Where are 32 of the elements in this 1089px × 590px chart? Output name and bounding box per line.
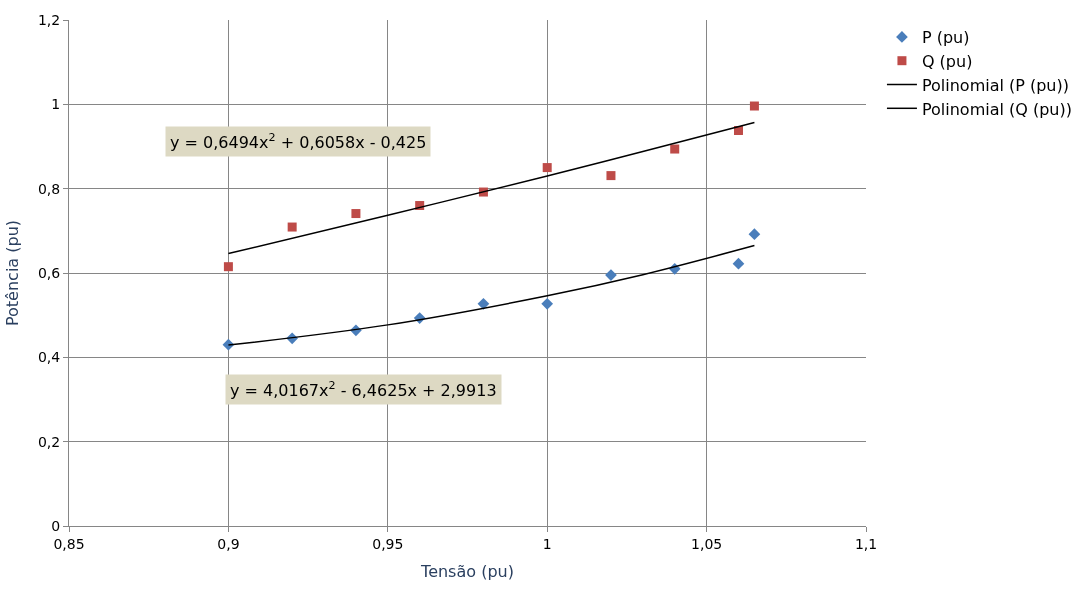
point	[351, 209, 361, 219]
point	[606, 171, 616, 181]
x-tick-label: 0,95	[372, 535, 404, 552]
legend-label: P (pu)	[921, 28, 970, 48]
y-tick-label: 1,2	[37, 11, 61, 28]
point	[223, 262, 233, 272]
point	[541, 297, 554, 310]
x-tick-label: 0,9	[217, 535, 240, 552]
x-axis-title: Tensão (pu)	[420, 562, 514, 582]
x-tick-label: 1	[542, 535, 552, 552]
point	[477, 297, 490, 310]
y-tick-label: 1	[51, 96, 61, 113]
point	[749, 101, 759, 111]
annotation: y = 4,0167x$^{2}$ - 6,4625x + 2,9913	[230, 379, 497, 400]
legend-label: Polinomial (P (pu))	[921, 75, 1069, 95]
point	[542, 163, 552, 173]
x-tick-label: 1,1	[854, 535, 878, 552]
legend-label: Q (pu)	[921, 51, 973, 71]
y-tick-label: 0,2	[37, 433, 61, 450]
y-tick-label: 0,4	[37, 349, 61, 366]
x-tick-label: 0,85	[53, 535, 85, 552]
point	[732, 257, 745, 270]
y-tick-label: 0,6	[37, 264, 61, 281]
x-tick-label: 1,05	[691, 535, 723, 552]
point	[670, 144, 680, 154]
y-tick-label: 0	[51, 517, 61, 534]
y-tick-label: 0,8	[37, 180, 61, 197]
point	[287, 222, 297, 232]
legend-label: Polinomial (Q (pu))	[921, 99, 1072, 119]
annotation: y = 0,6494x$^{2}$ + 0,6058x - 0,425	[170, 131, 427, 152]
point	[748, 228, 761, 241]
y-axis-title: Potência (pu)	[2, 219, 22, 327]
